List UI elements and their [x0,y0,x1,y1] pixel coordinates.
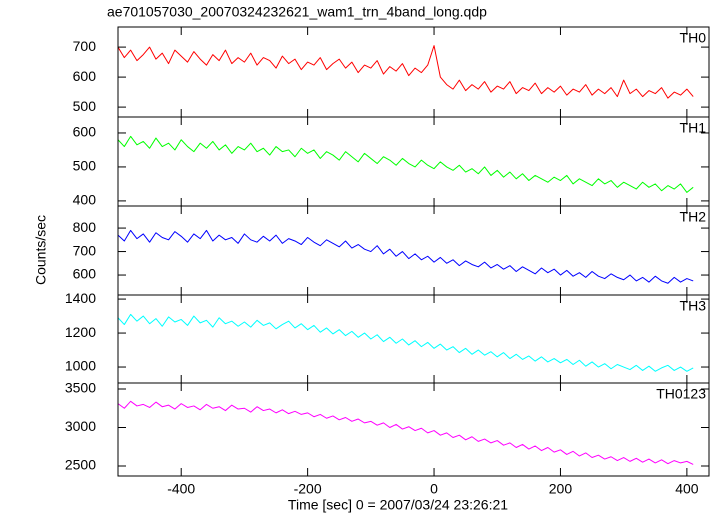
y-axis-label: Counts/sec [33,215,49,285]
y-tick-label: 3500 [65,380,96,396]
y-tick-label: 600 [73,68,97,84]
data-line [118,229,694,284]
x-axis-label: Time [sec] 0 = 2007/03/24 23:26:21 [288,497,508,513]
y-tick-label: 700 [73,242,97,258]
panel-frame [117,382,710,477]
y-tick-label: 2500 [65,457,96,473]
y-tick-label: 400 [73,192,97,208]
data-line [118,135,694,193]
panel-label: TH0 [680,30,707,46]
y-tick-label: 700 [73,38,97,54]
x-tick-label: 200 [549,481,573,497]
data-line [118,313,694,372]
panel-label: TH1 [680,120,707,136]
data-line [118,400,694,465]
y-tick-label: 1000 [65,358,96,374]
x-tick-label: -400 [167,481,195,497]
y-tick-label: 600 [73,266,97,282]
panel-label: TH3 [680,298,707,314]
y-tick-label: 600 [73,124,97,140]
y-tick-label: 1400 [65,290,96,306]
y-tick-label: 800 [73,219,97,235]
x-tick-label: -200 [294,481,322,497]
chart-title: ae701057030_20070324232621_wam1_trn_4ban… [107,4,487,20]
panel-label: TH0123 [656,386,706,402]
panel-label: TH2 [680,209,707,225]
y-tick-label: 500 [73,158,97,174]
data-line [118,45,694,99]
x-tick-label: 0 [430,481,438,497]
y-tick-label: 3000 [65,418,96,434]
y-tick-label: 500 [73,98,97,114]
x-tick-label: 400 [675,481,699,497]
y-tick-label: 1200 [65,324,96,340]
